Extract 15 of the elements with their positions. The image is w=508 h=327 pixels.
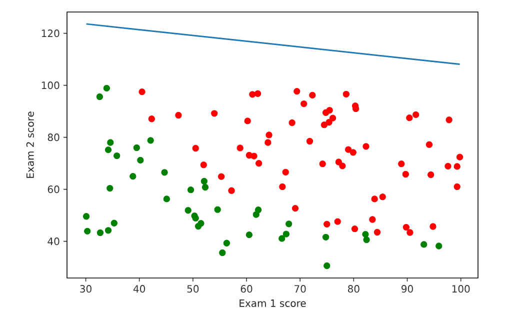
x-tick-label: 60	[240, 285, 252, 293]
x-tick-label: 90	[402, 285, 413, 293]
x-tick-label: 80	[348, 285, 360, 293]
y-tick-label: 120	[42, 30, 60, 38]
x-tick-label: 30	[80, 285, 92, 293]
x-tick-label: 70	[294, 285, 306, 293]
x-axis-title: Exam 1 score	[240, 300, 306, 307]
y-tick-label: 100	[42, 82, 60, 90]
x-tick-label: 50	[187, 285, 199, 293]
y-axis-title: Exam 2 score	[26, 112, 34, 178]
x-tick-label: 100	[452, 285, 470, 293]
y-tick-label: 40	[48, 238, 60, 246]
y-tick-label: 80	[48, 134, 60, 142]
y-tick-label: 60	[48, 186, 60, 194]
x-tick-label: 40	[133, 285, 146, 293]
